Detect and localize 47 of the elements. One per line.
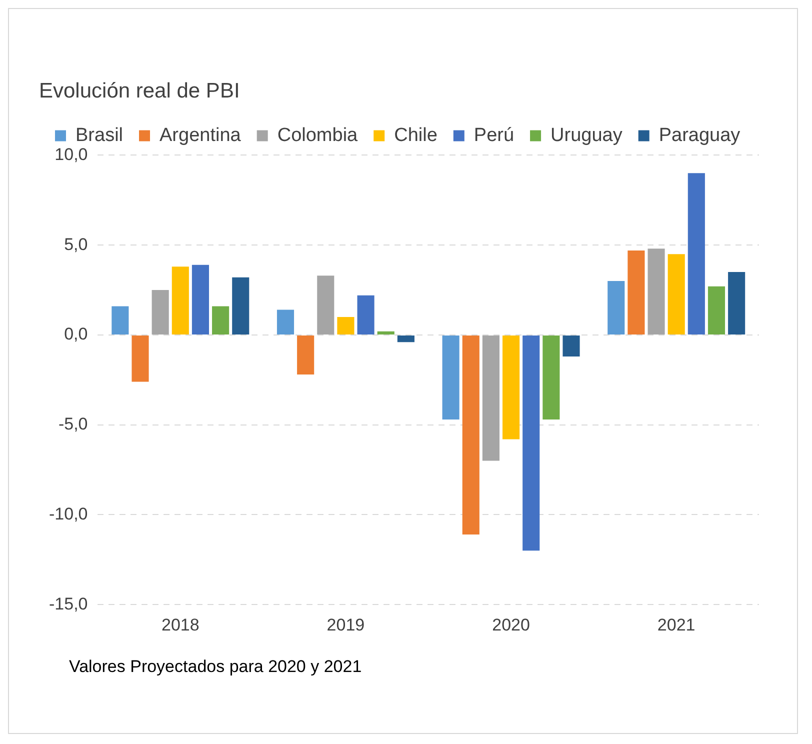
x-tick-label: 2018 <box>161 615 200 634</box>
legend-label: Brasil <box>76 124 124 146</box>
bar <box>562 335 580 357</box>
bar <box>502 335 520 440</box>
bar <box>112 306 129 334</box>
bar <box>628 250 645 334</box>
y-tick-label: 5,0 <box>64 234 88 254</box>
bar <box>728 272 746 334</box>
bar <box>648 248 665 334</box>
bar <box>357 295 374 334</box>
chart-title: Evolución real de PBI <box>39 79 240 102</box>
legend-label: Uruguay <box>550 124 623 146</box>
bar <box>276 310 294 334</box>
bar <box>462 335 480 534</box>
bar <box>708 286 726 334</box>
legend-label: Perú <box>474 124 514 146</box>
bar <box>542 335 560 420</box>
y-tick-label: 0,0 <box>64 324 88 344</box>
bar <box>317 276 334 334</box>
bar <box>482 335 500 461</box>
y-tick-label: -15,0 <box>49 594 88 614</box>
x-tick-label: 2019 <box>326 615 365 634</box>
text: Valores Proyectados para 2020 y 2021 <box>69 657 363 677</box>
x-tick-label: 2020 <box>492 615 530 634</box>
bar <box>212 306 230 334</box>
bar <box>297 335 314 375</box>
y-tick-label: -5,0 <box>58 414 88 434</box>
y-tick-label: -10,0 <box>49 504 88 524</box>
legend-label: Chile <box>394 124 438 146</box>
bar <box>132 335 149 382</box>
y-tick-label: 10,0 <box>54 144 88 164</box>
x-tick-label: 2021 <box>657 615 696 634</box>
bar <box>232 277 250 334</box>
bar <box>688 173 705 334</box>
bar <box>152 290 169 334</box>
bar <box>668 254 685 334</box>
legend-label: Paraguay <box>658 124 741 146</box>
bar <box>172 266 189 334</box>
bar <box>608 281 625 334</box>
legend-label: Argentina <box>160 124 242 146</box>
bar <box>337 316 354 334</box>
bar <box>397 335 414 342</box>
bar <box>522 335 540 551</box>
bar <box>442 335 460 420</box>
bar <box>377 331 394 334</box>
bar <box>192 264 210 334</box>
legend-label: Colombia <box>277 124 358 146</box>
